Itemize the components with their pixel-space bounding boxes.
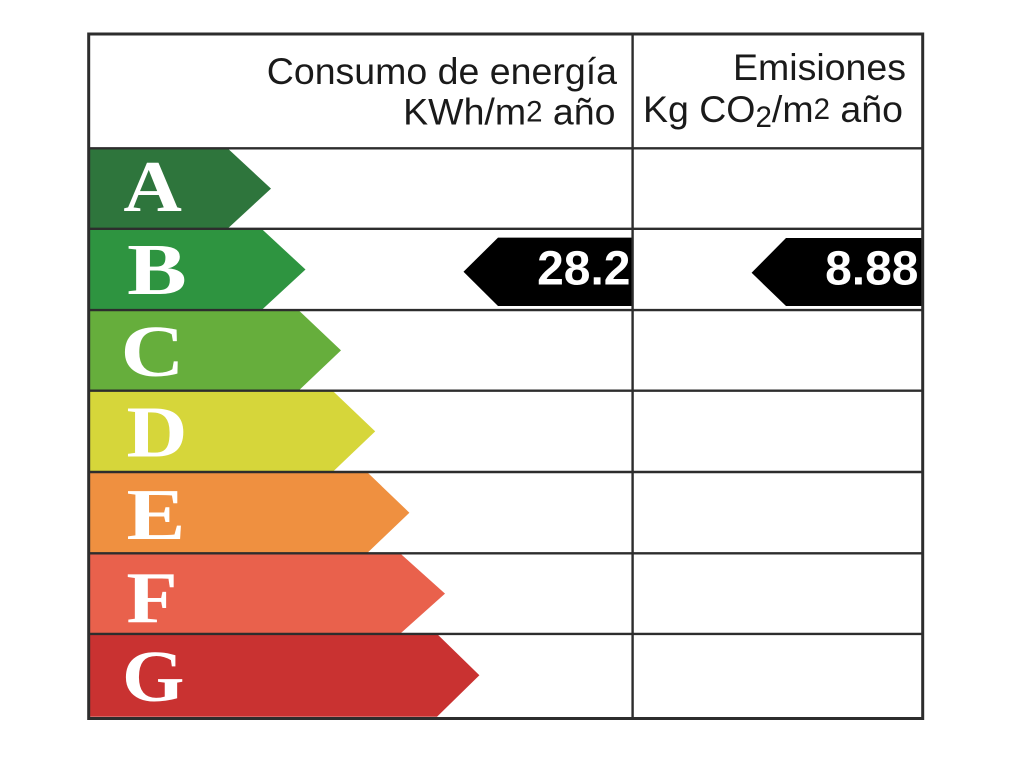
svg-text:KWh/m2 año: KWh/m2 año: [403, 91, 615, 133]
svg-text:A: A: [123, 145, 182, 226]
svg-text:28.2: 28.2: [537, 243, 630, 296]
svg-text:Kg CO2/m2 año: Kg CO2/m2 año: [643, 88, 903, 134]
svg-text:Consumo de energía: Consumo de energía: [267, 50, 617, 92]
svg-text:Emisiones: Emisiones: [733, 46, 906, 88]
svg-text:E: E: [127, 474, 186, 555]
svg-text:B: B: [127, 229, 187, 310]
svg-text:C: C: [121, 311, 185, 392]
svg-text:8.88: 8.88: [825, 243, 918, 296]
svg-text:G: G: [122, 636, 184, 717]
svg-text:D: D: [127, 393, 188, 474]
svg-text:F: F: [126, 559, 177, 640]
